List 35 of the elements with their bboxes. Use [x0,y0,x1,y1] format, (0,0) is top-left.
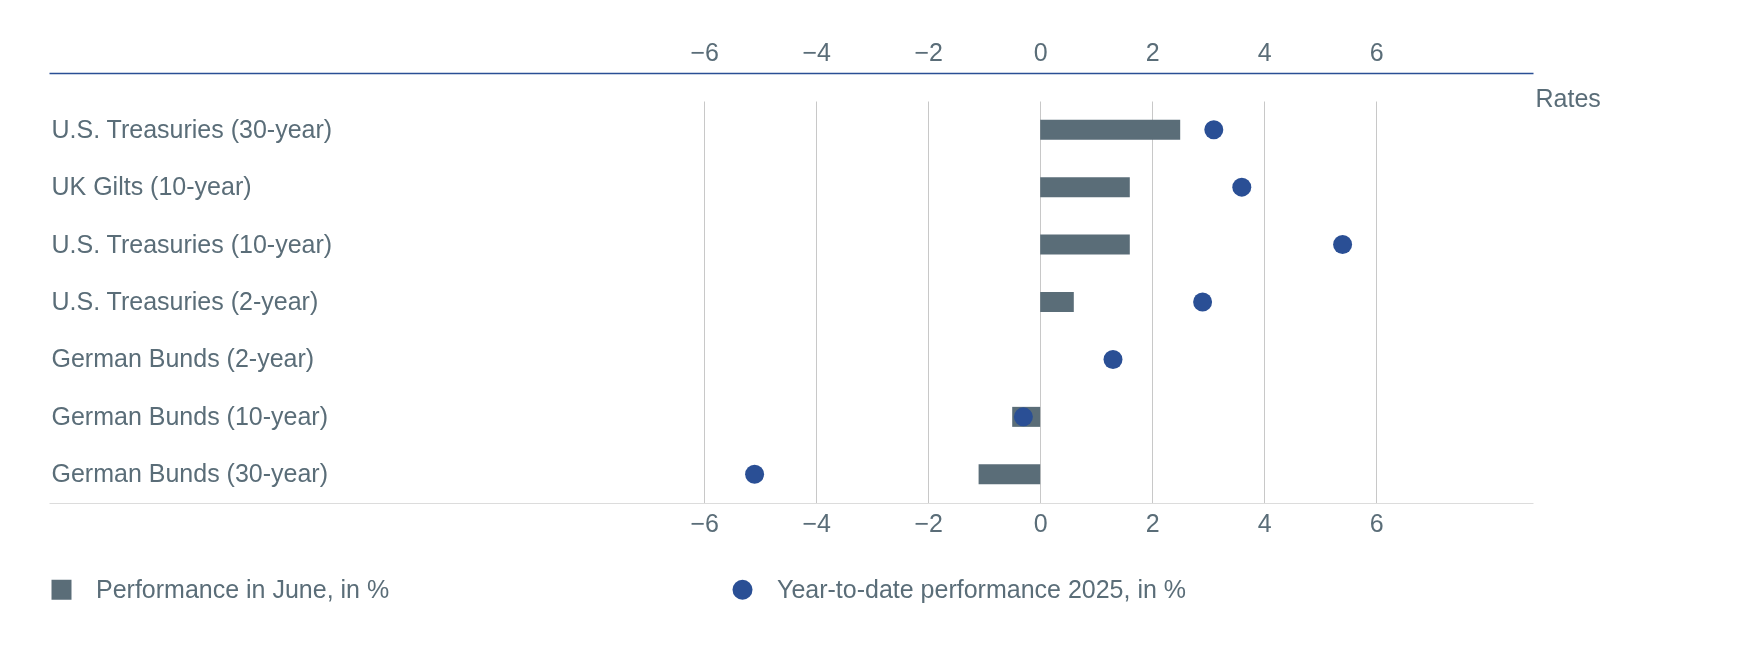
x-tick-label: 0 [1033,508,1048,537]
bar [978,464,1041,485]
x-tick-label: 4 [1257,508,1272,537]
x-tick-label: −2 [914,508,943,537]
point [1103,349,1123,369]
bar [1040,234,1130,255]
bar [1040,119,1181,140]
point [1204,120,1224,140]
point [1333,235,1353,255]
bar [1040,177,1130,198]
legend-label: Performance in June, in % [96,574,390,603]
y-tick-label: German Bunds (10-year) [51,401,329,430]
y-tick-label: UK Gilts (10-year) [51,172,252,201]
x2-tick-label: 6 [1369,37,1384,66]
point [1193,292,1213,312]
x-tick-label: 2 [1145,508,1160,537]
x-axis-title: Rates [1535,83,1601,112]
bar [1040,292,1074,312]
x-tick-label: 6 [1369,508,1384,537]
point [1232,177,1252,197]
x-tick-label: −6 [690,508,719,537]
x2-tick-label: 4 [1257,37,1272,66]
point [745,464,765,484]
x2-tick-label: 2 [1145,37,1160,66]
y-tick-label: German Bunds (30-year) [51,459,329,488]
legend-label: Year-to-date performance 2025, in % [777,574,1187,603]
y-tick-label: U.S. Treasuries (30-year) [51,114,333,143]
x2-tick-label: −6 [690,37,719,66]
y-tick-label: U.S. Treasuries (10-year) [51,229,333,258]
y-tick-label: U.S. Treasuries (2-year) [51,287,319,315]
x2-tick-label: 0 [1033,37,1048,66]
x2-tick-label: −4 [802,37,832,66]
x-tick-label: −4 [802,508,832,537]
x2-tick-label: −2 [914,37,943,66]
y-tick-label: German Bunds (2-year) [51,344,315,373]
